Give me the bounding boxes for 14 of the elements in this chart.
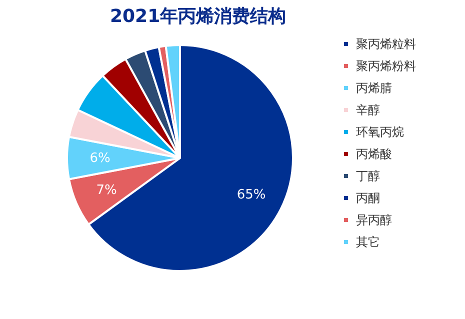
legend-label: 丙酮	[356, 191, 380, 205]
data-label: 7%	[96, 182, 117, 198]
legend-label: 聚丙烯粒料	[356, 37, 416, 51]
legend-label: 丁醇	[356, 169, 380, 183]
data-label: 6%	[90, 151, 110, 166]
legend-label: 丙烯腈	[356, 81, 392, 95]
legend-label: 异丙醇	[356, 213, 392, 227]
legend-label: 丙烯酸	[356, 147, 392, 161]
legend-label: 聚丙烯粉料	[356, 59, 416, 73]
legend-label: 环氧丙烷	[356, 125, 404, 139]
data-label: 65%	[236, 187, 266, 202]
legend-label: 其它	[356, 235, 380, 249]
legend-label: 辛醇	[356, 103, 380, 117]
chart-title: 2021年丙烯消费结构	[110, 6, 286, 27]
